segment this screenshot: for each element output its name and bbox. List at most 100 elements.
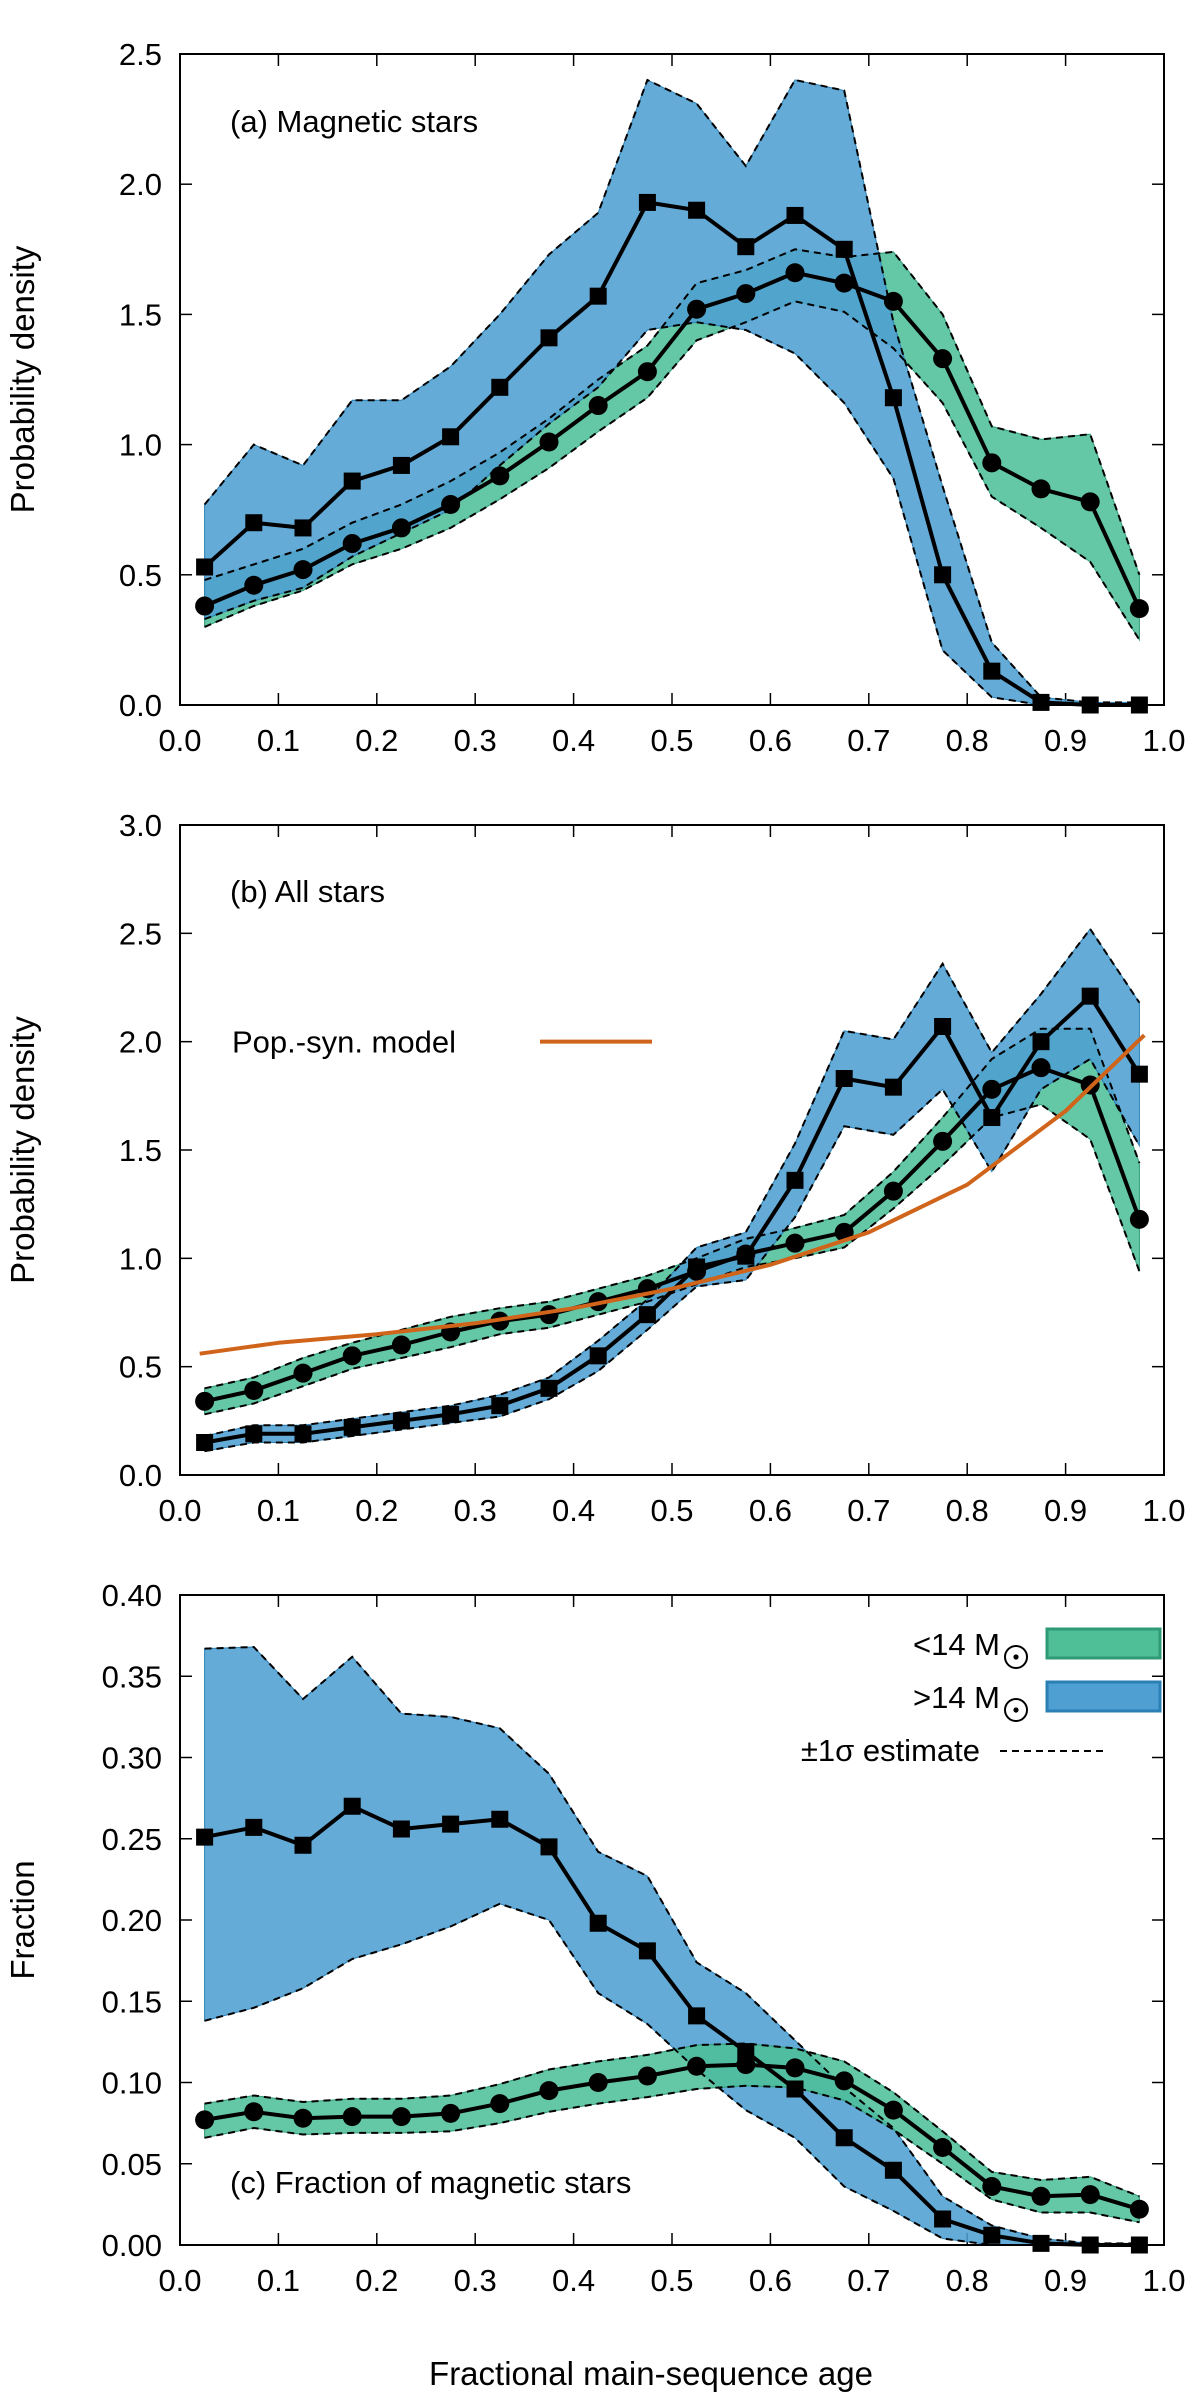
panel-b-all-stars: 0.0 0.1 0.2 0.3 0.4 0.5 0.6 0.7 0.8 0.9 1.0 0.0 0.5 1… bbox=[4, 808, 1186, 1528]
x-tick-label: 0.3 bbox=[454, 2263, 497, 2298]
x-tick-label: 0.8 bbox=[946, 1493, 989, 1528]
panel-c-fraction: 0.0 0.1 0.2 0.3 0.4 0.5 0.6 0.7 0.8 0.9 1.0 0.00 0.0… bbox=[4, 1578, 1186, 2298]
point-low-mass bbox=[293, 2108, 313, 2128]
point-low-mass bbox=[1080, 2185, 1100, 2205]
x-axis-title: Fractional main-sequence age bbox=[429, 2355, 873, 2392]
x-tick-label: 0.6 bbox=[749, 723, 792, 758]
point-high-mass bbox=[196, 1828, 214, 1846]
x-tick-label: 0.3 bbox=[454, 723, 497, 758]
x-tick-label: 0.5 bbox=[650, 1493, 693, 1528]
point-high-mass bbox=[540, 1379, 558, 1397]
y-tick-label: 2.5 bbox=[119, 37, 162, 72]
plot-frame bbox=[179, 1594, 1165, 2246]
y-tick-label: 1.5 bbox=[119, 1133, 162, 1168]
point-low-mass bbox=[195, 596, 215, 616]
point-low-mass bbox=[637, 362, 657, 382]
band-high-mass bbox=[204, 79, 1140, 706]
x-tick-label: 0.2 bbox=[355, 723, 398, 758]
point-low-mass bbox=[293, 560, 313, 580]
x-tick-label: 0.1 bbox=[257, 723, 300, 758]
panel-title: (b) All stars bbox=[230, 874, 385, 909]
point-high-mass bbox=[688, 1258, 706, 1276]
point-low-mass bbox=[1031, 1058, 1051, 1078]
point-low-mass bbox=[883, 1181, 903, 1201]
point-high-mass bbox=[688, 201, 706, 219]
point-low-mass bbox=[539, 432, 559, 452]
y-tick-label: 1.5 bbox=[119, 297, 162, 332]
point-high-mass bbox=[1032, 1033, 1050, 1051]
point-low-mass bbox=[736, 284, 756, 304]
point-low-mass bbox=[391, 2107, 411, 2127]
x-tick-label: 0.6 bbox=[749, 2263, 792, 2298]
x-tick-label: 0.4 bbox=[552, 2263, 595, 2298]
point-high-mass bbox=[589, 287, 607, 305]
model-line bbox=[199, 1033, 1146, 1356]
point-low-mass bbox=[1031, 479, 1051, 499]
y-tick-label: 0.5 bbox=[119, 558, 162, 593]
sigma-lower-high bbox=[204, 1902, 1140, 2246]
y-tick-label: 0.00 bbox=[102, 2228, 162, 2263]
x-tick-label: 0.6 bbox=[749, 1493, 792, 1528]
plot-frame bbox=[179, 824, 1165, 1476]
x-tick-label: 0.2 bbox=[355, 2263, 398, 2298]
y-tick-label: 0.40 bbox=[102, 1578, 162, 1613]
x-tick-label: 0.7 bbox=[847, 1493, 890, 1528]
sigma-lower-low bbox=[204, 300, 1141, 641]
band-high-mass bbox=[204, 928, 1140, 1452]
point-high-mass bbox=[786, 206, 804, 224]
point-low-mass bbox=[933, 1131, 953, 1151]
x-tick-label: 0.0 bbox=[158, 1493, 201, 1528]
point-high-mass bbox=[1130, 1065, 1148, 1083]
point-high-mass bbox=[1081, 987, 1099, 1005]
panel-title: (a) Magnetic stars bbox=[230, 104, 478, 139]
point-low-mass bbox=[1129, 599, 1149, 619]
point-low-mass bbox=[391, 518, 411, 538]
point-low-mass bbox=[687, 2056, 707, 2076]
point-high-mass bbox=[442, 428, 460, 446]
x-tick-label: 1.0 bbox=[1142, 1493, 1185, 1528]
point-low-mass bbox=[982, 2177, 1002, 2196]
point-high-mass bbox=[540, 1838, 558, 1856]
point-high-mass bbox=[835, 1070, 853, 1087]
legend-sigma-label: ±1σ estimate bbox=[801, 1733, 980, 1768]
point-high-mass bbox=[934, 2210, 952, 2228]
sigma-upper-low bbox=[204, 1027, 1141, 1390]
point-low-mass bbox=[195, 1391, 215, 1411]
point-low-mass bbox=[244, 575, 264, 595]
point-high-mass bbox=[245, 514, 263, 532]
sun-symbol-dot bbox=[1013, 1707, 1019, 1713]
x-tick-label: 0.4 bbox=[552, 1493, 595, 1528]
point-high-mass bbox=[638, 193, 656, 211]
point-low-mass bbox=[933, 349, 953, 369]
x-tick-label: 0.9 bbox=[1044, 1493, 1087, 1528]
point-high-mass bbox=[638, 1306, 656, 1324]
y-tick-label: 2.0 bbox=[119, 1025, 162, 1060]
point-high-mass bbox=[294, 1836, 312, 1854]
point-high-mass bbox=[638, 1942, 656, 1960]
x-tick-label: 0.2 bbox=[355, 1493, 398, 1528]
y-tick-label: 0.0 bbox=[119, 688, 162, 723]
point-low-mass bbox=[933, 2138, 953, 2157]
point-low-mass bbox=[785, 2058, 805, 2078]
x-tick-label: 0.4 bbox=[552, 723, 595, 758]
band-high-mass bbox=[204, 1646, 1140, 2246]
x-tick-label: 0.8 bbox=[946, 2263, 989, 2298]
panel-a-magnetic-stars: 0.0 0.1 0.2 0.3 0.4 0.5 0.6 0.7 0.8 0.9 1.0 0.0 0.5 1… bbox=[4, 37, 1186, 758]
point-low-mass bbox=[293, 1363, 313, 1383]
x-tick-label: 0.3 bbox=[454, 1493, 497, 1528]
point-low-mass bbox=[785, 263, 805, 283]
point-high-mass bbox=[196, 1434, 214, 1451]
y-tick-label: 1.0 bbox=[119, 1241, 162, 1276]
point-high-mass bbox=[294, 1425, 312, 1443]
sun-symbol bbox=[1004, 1698, 1028, 1722]
x-tick-label: 0.8 bbox=[946, 723, 989, 758]
point-high-mass bbox=[392, 1412, 410, 1430]
legend: <14 M >14 M ±1σ estimate bbox=[801, 1627, 1162, 1768]
point-high-mass bbox=[688, 2007, 706, 2025]
point-high-mass bbox=[934, 1018, 952, 1035]
point-high-mass bbox=[1032, 2234, 1050, 2252]
point-low-mass bbox=[834, 273, 854, 293]
y-tick-label: 0.30 bbox=[102, 1741, 162, 1776]
point-low-mass bbox=[588, 396, 608, 416]
